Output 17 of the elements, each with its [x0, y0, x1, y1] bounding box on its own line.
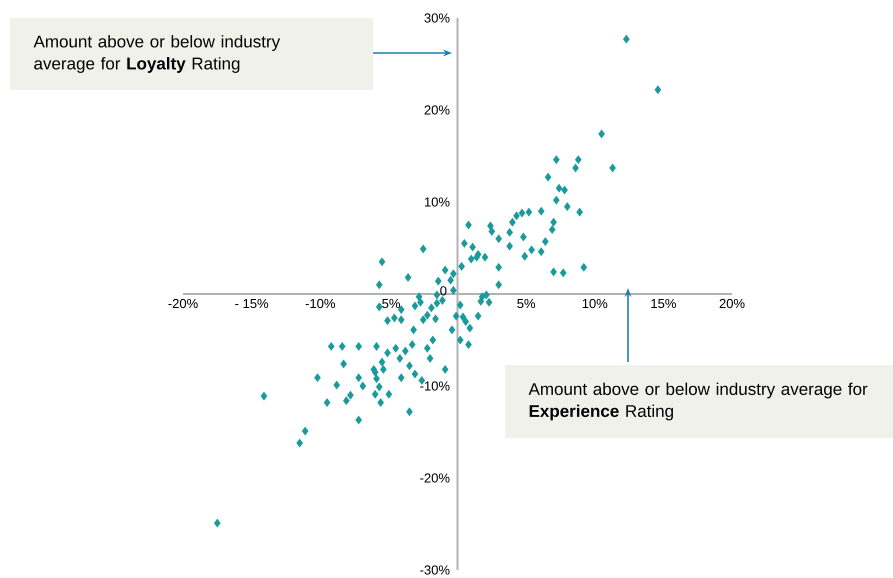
x-tick-label: 10% — [582, 298, 608, 308]
annotation: Amount above or below industry average for Loyalty Rating — [34, 35, 280, 73]
y-tick-label: -10% — [420, 381, 450, 391]
y-tick-label: 30% — [424, 13, 450, 23]
x-tick-label: -5% — [378, 298, 400, 308]
annotation: Amount above or below industry average for Experience Rating — [528, 382, 868, 420]
x-tick-label: - 15% — [235, 298, 268, 308]
y-tick-label: 10% — [424, 197, 450, 207]
x-tick-label: -10% — [306, 298, 335, 308]
y-tick-label: -30% — [420, 565, 450, 575]
y-tick-label: -20% — [420, 473, 450, 483]
x-tick-label: -20% — [168, 298, 198, 308]
x-tick-label: 15% — [651, 298, 676, 308]
y-tick-label: 0 — [440, 286, 446, 296]
y-tick-label: 20% — [424, 105, 450, 115]
x-tick-label: 5% — [517, 298, 536, 308]
x-tick-label: 20% — [720, 298, 745, 308]
